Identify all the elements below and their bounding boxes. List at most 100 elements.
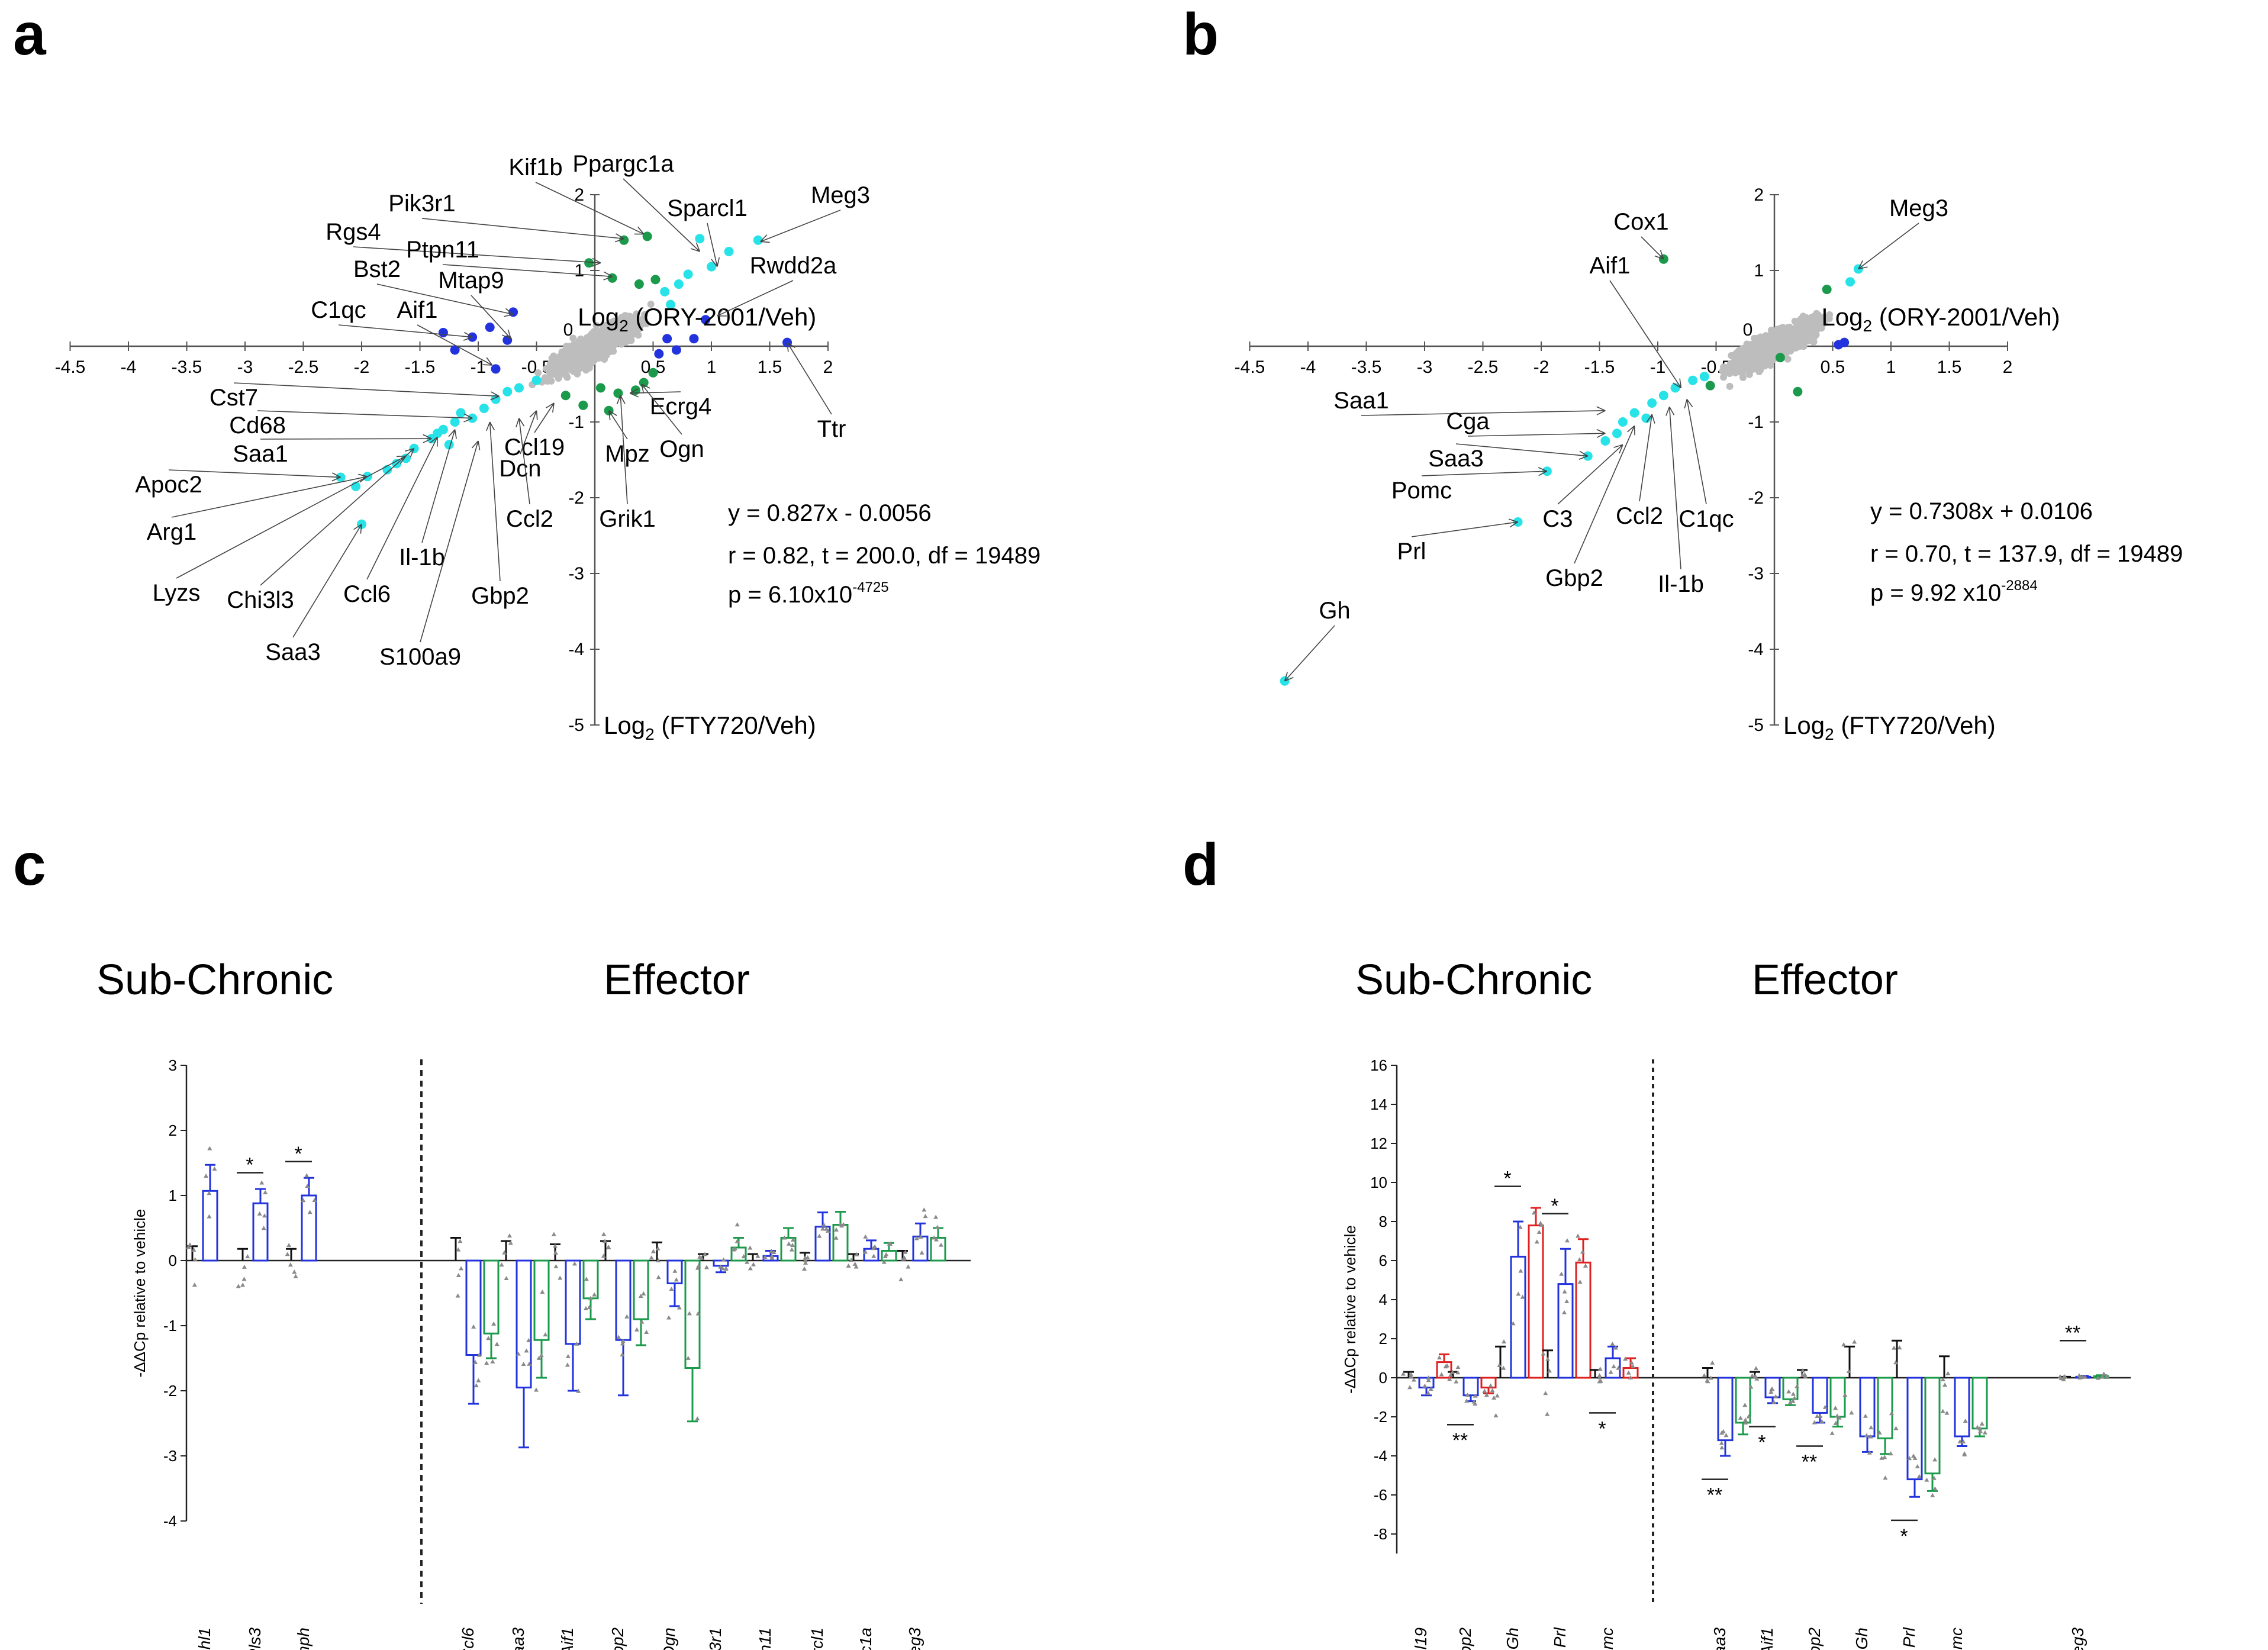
sample-point <box>1944 1410 1950 1415</box>
gray-point <box>1726 360 1734 368</box>
green-point <box>642 231 652 241</box>
category-label: Pik3r1 <box>706 1628 724 1650</box>
sample-point <box>846 1263 851 1268</box>
cyan-point <box>1600 436 1610 446</box>
arrow-head <box>1284 672 1294 682</box>
sample-point <box>1754 1366 1759 1371</box>
gene-label: Cd68 <box>229 412 286 439</box>
arrow-head <box>787 341 795 352</box>
gene-label-arrow <box>233 382 500 397</box>
sample-point <box>884 1252 889 1256</box>
bar-third <box>1782 1377 1799 1400</box>
sample-point <box>803 1258 808 1262</box>
sample-point <box>1754 1376 1760 1381</box>
arrow-head <box>1596 406 1606 415</box>
sample-point <box>490 1359 495 1364</box>
sample-point <box>1868 1434 1873 1439</box>
category-label: Sparcl1 <box>808 1628 826 1650</box>
gene-label: Saa1 <box>233 441 288 467</box>
gene-label: Meg3 <box>1889 195 1948 221</box>
significance-mark: ** <box>2065 1322 2080 1344</box>
bar-ORY-2001 <box>465 1259 482 1356</box>
gene-label-arrow <box>1574 426 1635 564</box>
arrow-head <box>608 410 617 420</box>
sample-point <box>526 1338 531 1342</box>
y-tick-label: -2 <box>568 488 584 508</box>
sample-point <box>1868 1425 1874 1430</box>
sample-point <box>634 1327 639 1332</box>
sample-point <box>484 1361 489 1365</box>
x-tick-label: -1.5 <box>1584 357 1615 377</box>
sample-point <box>459 1266 464 1271</box>
y-tick-label: 10 <box>1370 1174 1387 1191</box>
y-tick-label: 1 <box>574 261 584 281</box>
sample-point <box>922 1207 927 1212</box>
arrow-head <box>405 448 415 457</box>
arrow-head <box>463 413 473 423</box>
sample-point <box>261 1226 266 1230</box>
y-tick-label: -4 <box>568 640 584 659</box>
gene-label-arrow <box>176 455 407 579</box>
arrow-head <box>641 384 650 394</box>
gene-label: Cst7 <box>210 385 258 411</box>
sample-point <box>1547 1368 1552 1373</box>
sample-point <box>576 1388 581 1393</box>
gene-label-arrow <box>168 469 341 478</box>
gene-label-arrow <box>518 418 530 505</box>
gray-point <box>568 365 575 372</box>
gene-label: Ppargc1a <box>572 151 674 177</box>
sample-point <box>257 1211 262 1216</box>
sample-point <box>584 1277 589 1281</box>
sample-point <box>1473 1393 1478 1398</box>
bar-ORY-2001 <box>1954 1377 1970 1438</box>
sample-point <box>702 1252 707 1256</box>
sample-point <box>918 1234 923 1239</box>
sample-point <box>1493 1413 1499 1417</box>
sample-point <box>305 1184 310 1188</box>
sample-point <box>1787 1400 1793 1405</box>
category-label: Ptpn11 <box>756 1628 774 1650</box>
category-label: Pomc <box>1947 1628 1966 1650</box>
sample-point <box>666 1315 672 1320</box>
arrow-head <box>353 524 362 534</box>
gene-label: Sparcl1 <box>667 195 748 221</box>
cyan-point <box>683 269 693 279</box>
blue-point <box>689 334 699 344</box>
sample-point <box>1863 1413 1868 1418</box>
gene-label-arrow <box>489 421 501 582</box>
sample-point <box>821 1222 827 1227</box>
cyan-point <box>514 383 524 393</box>
sample-point <box>1897 1345 1902 1350</box>
sample-point <box>748 1245 753 1250</box>
sample-point <box>1545 1411 1550 1416</box>
gene-label: Apoc2 <box>135 472 202 498</box>
sample-point <box>616 1335 621 1339</box>
arrow-head <box>396 455 407 464</box>
sample-point <box>1518 1224 1523 1229</box>
gray-point <box>569 334 577 342</box>
blue-point <box>654 349 664 359</box>
bar-ORY-2001 <box>1717 1377 1734 1442</box>
sample-point <box>1795 1384 1800 1388</box>
sample-point <box>871 1253 877 1258</box>
gray-point <box>555 375 562 382</box>
gray-point <box>607 321 615 329</box>
gray-point <box>544 377 552 385</box>
gene-label-arrow <box>1421 470 1547 476</box>
cyan-point <box>502 386 513 397</box>
gene-label: Ttr <box>817 416 846 442</box>
x-tick-label: -2 <box>1534 357 1549 377</box>
arrow-head <box>1538 467 1548 476</box>
arrow-head <box>1509 518 1519 528</box>
sample-point <box>521 1362 526 1367</box>
sample-point <box>1982 1430 1987 1435</box>
x-tick-label: -4.5 <box>1235 357 1265 377</box>
bar-third <box>1924 1377 1941 1475</box>
sample-point <box>2101 1371 2106 1376</box>
y-tick-label: -1 <box>1748 412 1764 432</box>
sample-point <box>292 1269 297 1274</box>
sample-point <box>473 1383 479 1388</box>
sample-point <box>601 1232 607 1236</box>
gene-label-arrow <box>1284 625 1335 682</box>
x-tick-label: 1 <box>1886 357 1896 377</box>
